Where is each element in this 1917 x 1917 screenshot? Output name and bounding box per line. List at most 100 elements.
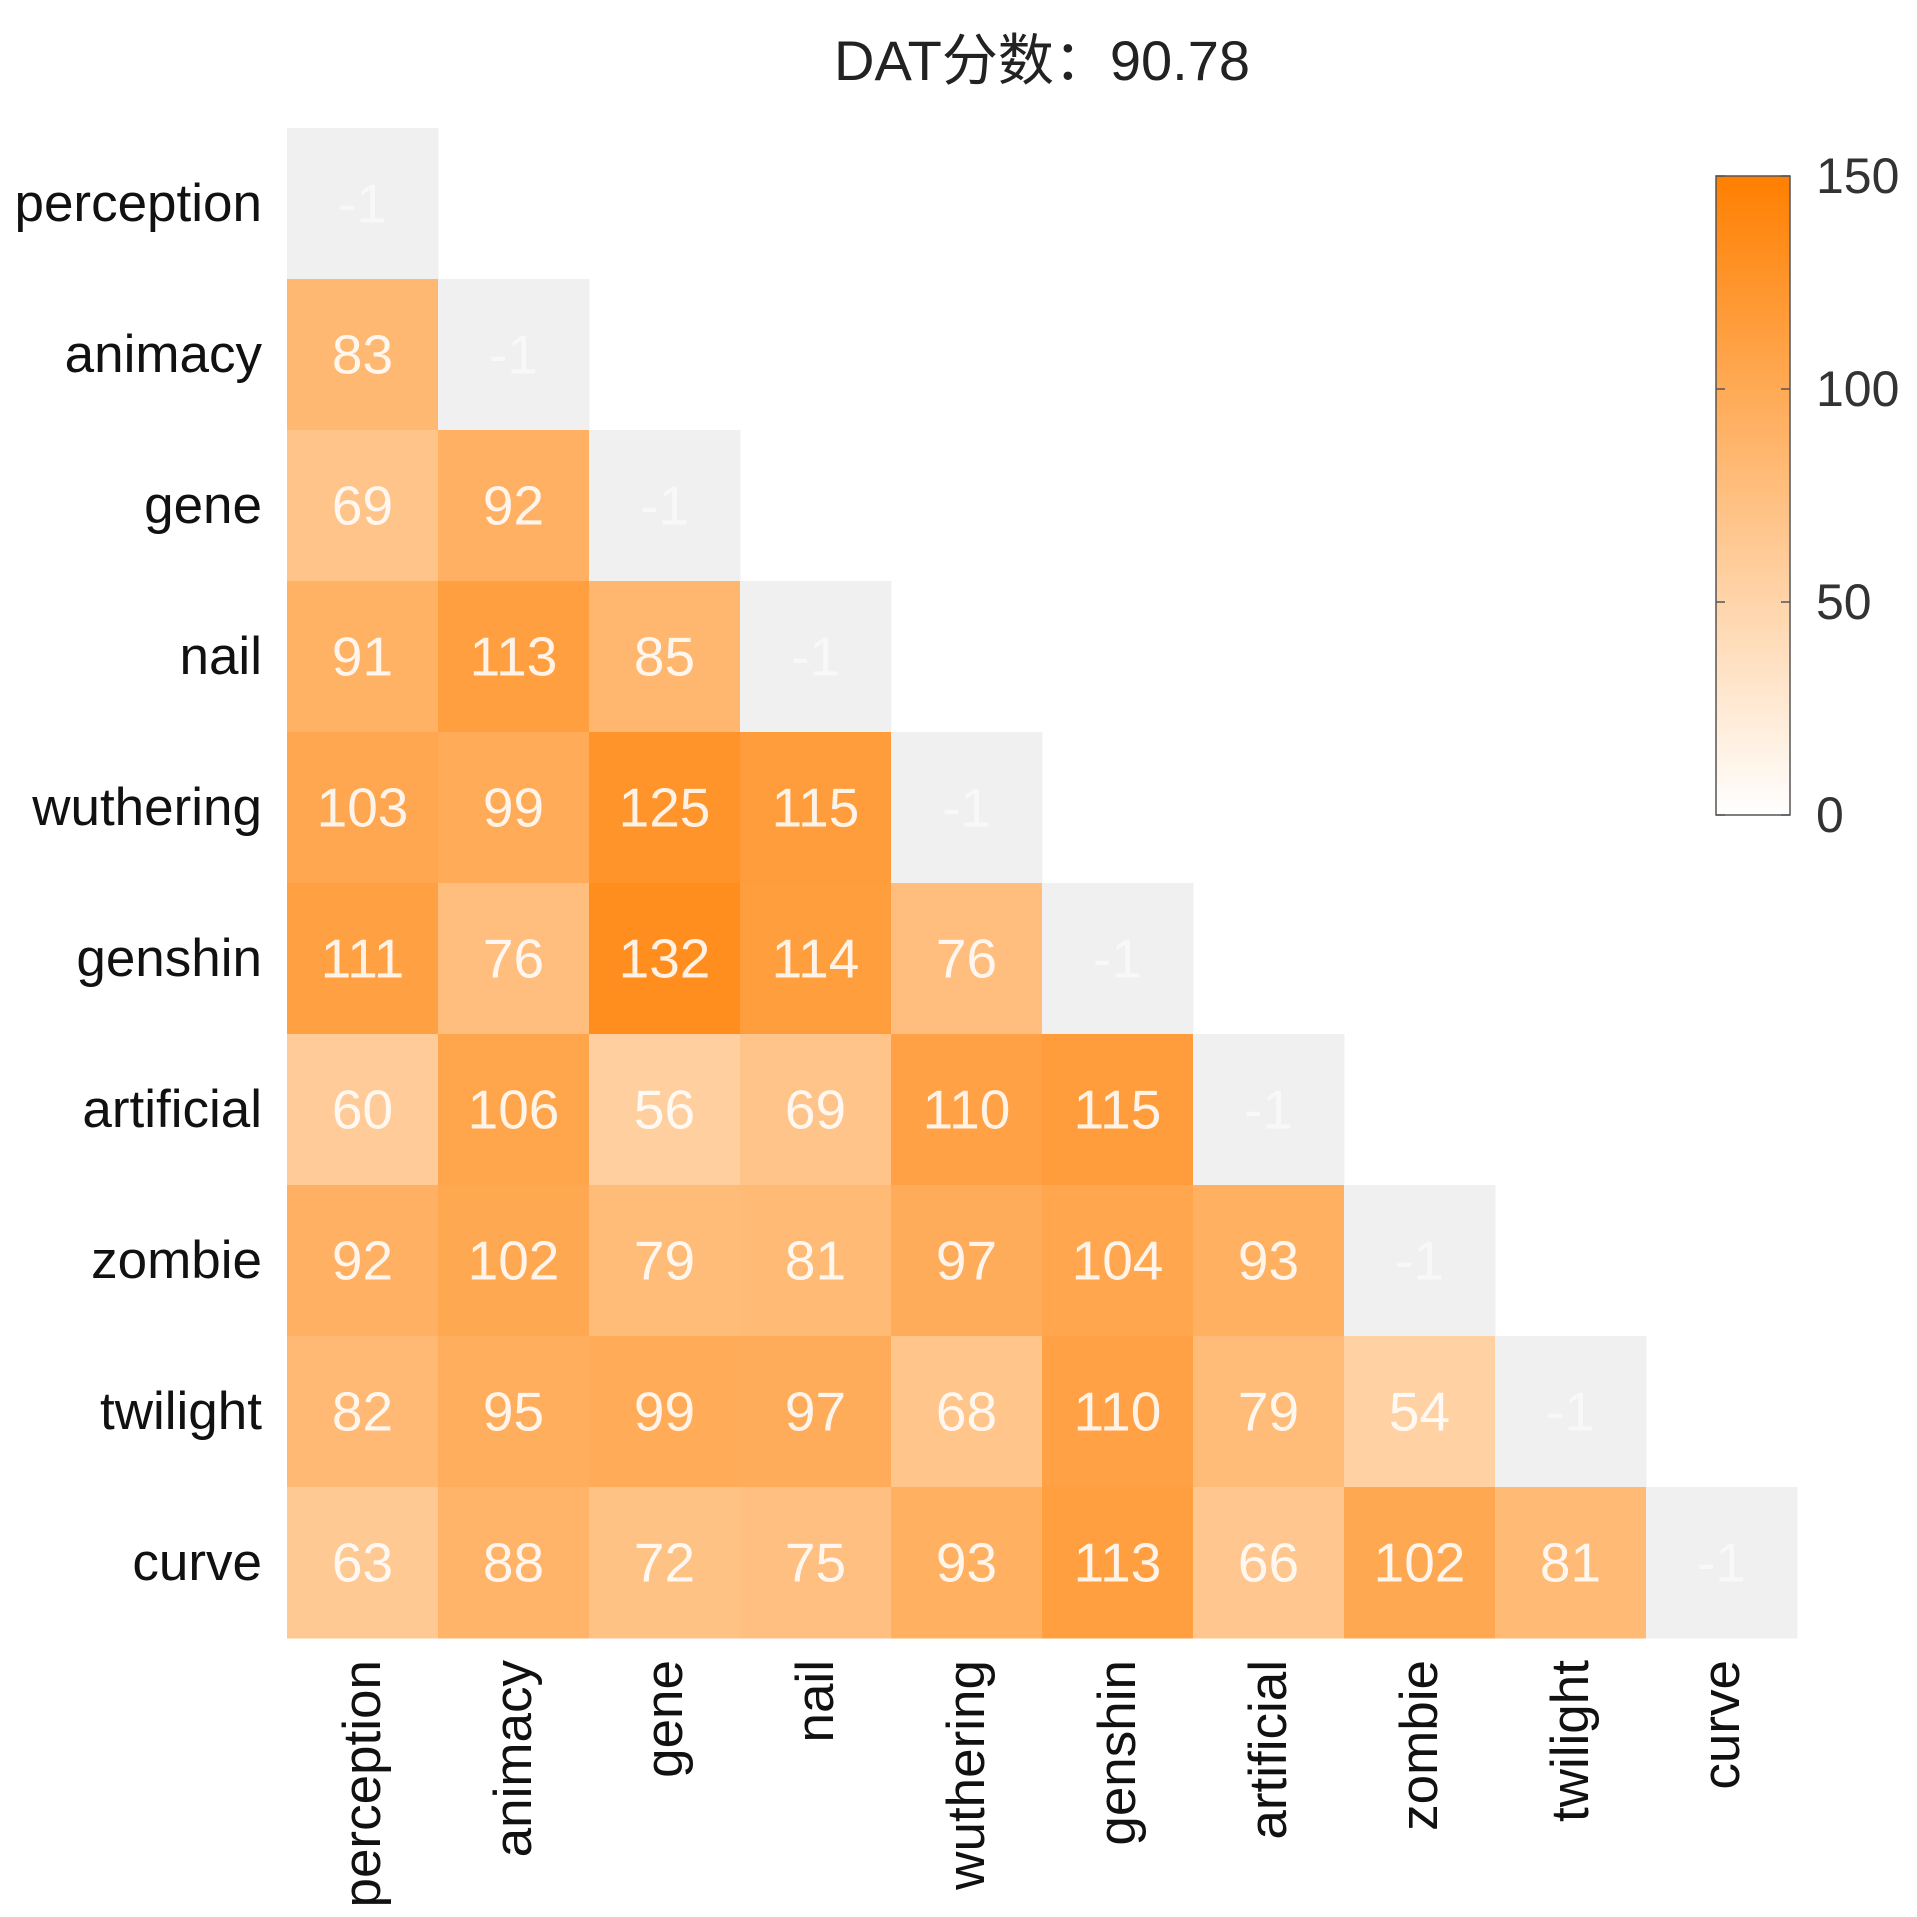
heatmap-cell (287, 883, 439, 1035)
heatmap-cell (1193, 1487, 1345, 1639)
cell-value-label: -1 (1244, 1079, 1293, 1141)
heatmap-cell (1042, 1336, 1194, 1488)
heatmap-cell (1193, 1185, 1345, 1337)
heatmap-cells (287, 128, 1798, 1639)
cell-value-label: 68 (936, 1381, 997, 1443)
diagonal-cell (1042, 883, 1194, 1035)
cell-value-label: 66 (1238, 1532, 1299, 1594)
heatmap-cell (438, 1034, 590, 1186)
heatmap-cell (1042, 1185, 1194, 1337)
heatmap-cell (740, 1034, 892, 1186)
colorbar-tick-label: 100 (1816, 361, 1899, 417)
cell-value-label: 76 (936, 928, 997, 990)
cell-value-label: 92 (332, 1230, 393, 1292)
colorbar-tick-label: 150 (1816, 148, 1899, 204)
column-label: curve (1692, 1660, 1751, 1790)
heatmap-cell (438, 732, 590, 884)
heatmap-cell-labels: -1 83 -1 69 92 -1 91 113 85 -1 103 99 125 115 -1 111 76 1… (317, 173, 1746, 1594)
heatmap-cell (891, 883, 1043, 1035)
heatmap-cell (1344, 1336, 1496, 1488)
heatmap-cell (1495, 1487, 1647, 1639)
column-label: animacy (484, 1660, 543, 1858)
heatmap-cell (891, 1487, 1043, 1639)
cell-value-label: 102 (468, 1230, 560, 1292)
heatmap-cell (891, 1185, 1043, 1337)
heatmap-cell (589, 883, 741, 1035)
heatmap-cell (438, 1185, 590, 1337)
cell-value-label: 60 (332, 1079, 393, 1141)
cell-value-label: 56 (634, 1079, 695, 1141)
cell-value-label: 102 (1374, 1532, 1466, 1594)
column-label: artificial (1239, 1660, 1298, 1840)
cell-value-label: 93 (1238, 1230, 1299, 1292)
heatmap-cell (740, 1185, 892, 1337)
colorbar-ticks: 0 50 100 150 (1716, 148, 1899, 843)
cell-value-label: 114 (772, 928, 860, 990)
heatmap-cell (740, 732, 892, 884)
row-label: animacy (65, 325, 263, 384)
cell-value-label: 93 (936, 1532, 997, 1594)
colorbar: 0 50 100 150 (1715, 148, 1899, 843)
diagonal-cell (740, 581, 892, 733)
cell-value-label: 69 (332, 475, 393, 537)
cell-value-label: 113 (1074, 1532, 1162, 1594)
diagonal-cell (287, 128, 439, 280)
heatmap-cell (740, 1487, 892, 1639)
cell-value-label: -1 (489, 324, 538, 386)
diagonal-cell (438, 279, 590, 431)
column-label: wuthering (937, 1660, 996, 1891)
cell-value-label: 81 (785, 1230, 846, 1292)
diagonal-cell (589, 430, 741, 582)
cell-value-label: 63 (332, 1532, 393, 1594)
column-label: zombie (1390, 1660, 1449, 1831)
row-label: twilight (100, 1382, 262, 1441)
heatmap-cell (589, 581, 741, 733)
heatmap-cell (287, 1336, 439, 1488)
cell-value-label: 54 (1389, 1381, 1450, 1443)
diagonal-cell (1495, 1336, 1647, 1488)
cell-value-label: 99 (634, 1381, 695, 1443)
row-label: curve (132, 1533, 262, 1592)
cell-value-label: 99 (483, 777, 544, 839)
row-label: artificial (82, 1080, 262, 1139)
cell-value-label: 111 (321, 928, 405, 990)
heatmap-cell (1042, 1034, 1194, 1186)
cell-value-label: 125 (619, 777, 711, 839)
heatmap-cell (589, 1487, 741, 1639)
column-labels: perception animacy gene nail wuthering genshi… (333, 1660, 1751, 1908)
column-label: genshin (1088, 1660, 1147, 1846)
cell-value-label: -1 (1697, 1532, 1746, 1594)
cell-value-label: 76 (483, 928, 544, 990)
heatmap-cell (740, 883, 892, 1035)
cell-value-label: 104 (1072, 1230, 1164, 1292)
cell-value-label: -1 (1093, 928, 1142, 990)
cell-value-label: 97 (785, 1381, 846, 1443)
cell-value-label: -1 (791, 626, 840, 688)
heatmap-cell (438, 1487, 590, 1639)
heatmap-cell (740, 1336, 892, 1488)
column-label: nail (786, 1660, 845, 1743)
cell-value-label: -1 (942, 777, 991, 839)
cell-value-label: 75 (785, 1532, 846, 1594)
cell-value-label: 83 (332, 324, 393, 386)
heatmap-cell (589, 732, 741, 884)
heatmap-cell (287, 430, 439, 582)
column-label: gene (635, 1660, 694, 1778)
diagonal-cell (1344, 1185, 1496, 1337)
cell-value-label: 92 (483, 475, 544, 537)
cell-value-label: 95 (483, 1381, 544, 1443)
heatmap-cell (287, 581, 439, 733)
cell-value-label: 115 (1074, 1079, 1162, 1141)
row-label: zombie (91, 1231, 262, 1290)
cell-value-label: 69 (785, 1079, 846, 1141)
heatmap-cell (589, 1336, 741, 1488)
heatmap-cell (287, 732, 439, 884)
cell-value-label: 79 (634, 1230, 695, 1292)
heatmap-cell (287, 279, 439, 431)
heatmap-cell (287, 1185, 439, 1337)
colorbar-tick-label: 50 (1816, 574, 1872, 630)
cell-value-label: 81 (1540, 1532, 1601, 1594)
heatmap-cell (438, 1336, 590, 1488)
cell-value-label: 106 (468, 1079, 560, 1141)
